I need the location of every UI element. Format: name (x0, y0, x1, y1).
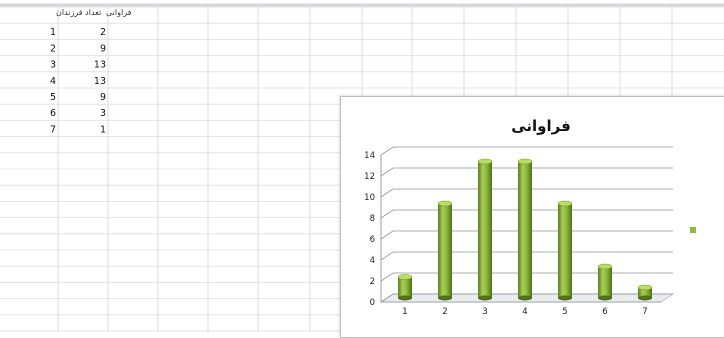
cell-children[interactable]: 2 (50, 43, 56, 54)
bar-base (518, 295, 532, 301)
bar-top (637, 284, 653, 291)
cell-children[interactable]: 3 (50, 60, 56, 71)
bar-top (477, 158, 493, 165)
cell-frequency[interactable]: 9 (100, 92, 106, 103)
legend-swatch (690, 227, 696, 233)
x-tick-label: 2 (442, 307, 447, 317)
cell-values[interactable]: تعداد فرزندان فراوانی 1 2 2 9 3 13 4 13 5 9 6 3 7 1 (50, 8, 132, 135)
gridline (380, 146, 673, 156)
cell-children[interactable]: 4 (50, 76, 56, 87)
bar-top (517, 158, 533, 165)
y-tick-label: 12 (364, 172, 375, 182)
y-tick-label: 0 (370, 298, 375, 308)
cell-frequency[interactable]: 2 (100, 27, 106, 38)
bar-6 (597, 263, 613, 301)
bar-base (398, 295, 412, 301)
bar-3 (477, 158, 493, 301)
y-tick-label: 6 (370, 235, 375, 245)
bar-4 (517, 158, 533, 301)
gridline (380, 230, 673, 240)
bar-7 (637, 284, 653, 301)
bar-top (597, 263, 613, 270)
x-tick-label: 3 (482, 307, 487, 317)
bar-base (478, 295, 492, 301)
bar-base (638, 295, 652, 301)
bar-top (557, 200, 573, 207)
bar-body (438, 203, 452, 298)
x-tick-label: 4 (522, 307, 527, 317)
cell-frequency[interactable]: 9 (100, 43, 106, 54)
cell-children[interactable]: 7 (50, 124, 56, 135)
cell-frequency[interactable]: 3 (100, 108, 106, 119)
x-tick-label: 5 (562, 307, 567, 317)
bar-body (478, 161, 492, 298)
gridline (380, 293, 673, 303)
bars (397, 158, 653, 301)
y-tick-label: 2 (370, 277, 375, 287)
gridline (380, 188, 673, 198)
bar-top (397, 274, 413, 280)
header-cell-frequency[interactable]: فراوانی (106, 8, 132, 17)
header-cell-children[interactable]: تعداد فرزندان (56, 8, 101, 17)
gridline (380, 209, 673, 219)
chart-title: فراوانی (511, 117, 571, 135)
bar-top (437, 200, 453, 207)
bar-body (398, 277, 412, 298)
bar-base (598, 295, 612, 301)
bar-1 (397, 274, 413, 301)
gridline (380, 167, 673, 177)
bar-2 (437, 200, 453, 301)
gridline (380, 272, 673, 282)
cell-frequency[interactable]: 1 (100, 124, 106, 135)
x-tick-label: 6 (602, 307, 607, 317)
y-tick-label: 10 (364, 193, 375, 203)
legend: فراوانی (690, 227, 696, 233)
cell-children[interactable]: 5 (50, 92, 56, 103)
bar-body (558, 203, 572, 298)
bar-body (518, 161, 532, 298)
y-tick-label: 8 (370, 214, 375, 224)
cell-frequency[interactable]: 13 (94, 76, 106, 87)
bar-body (598, 266, 612, 298)
bar-base (558, 295, 572, 301)
y-tick-label: 4 (370, 256, 375, 266)
x-tick-label: 1 (402, 307, 407, 317)
cell-children[interactable]: 1 (50, 27, 56, 38)
x-tick-label: 7 (642, 307, 647, 317)
gridline (380, 251, 673, 261)
bar-5 (557, 200, 573, 301)
cell-frequency[interactable]: 13 (94, 60, 106, 71)
cell-children[interactable]: 6 (50, 108, 56, 119)
bar-body (638, 287, 652, 298)
bar-base (438, 295, 452, 301)
y-tick-label: 14 (364, 151, 375, 161)
